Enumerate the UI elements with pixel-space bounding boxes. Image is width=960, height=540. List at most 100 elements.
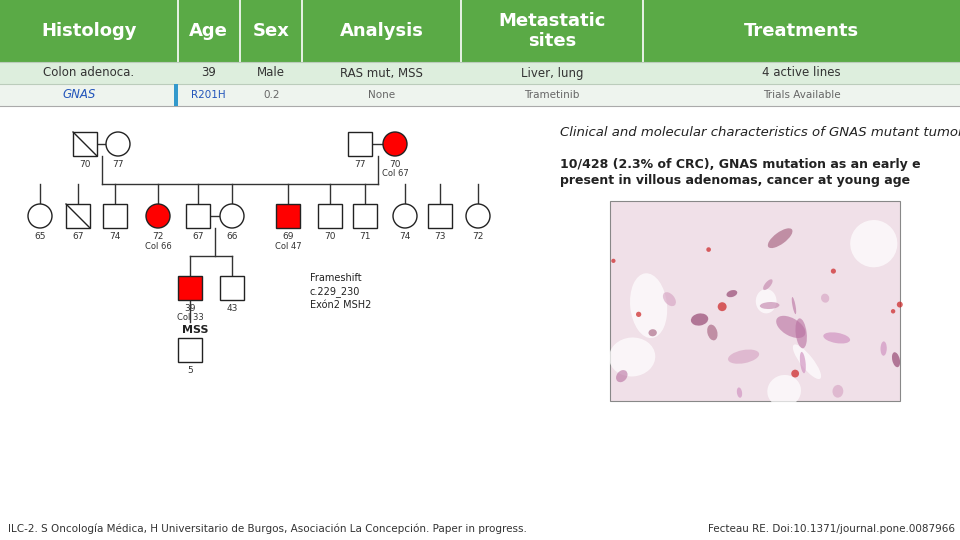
Circle shape [146, 204, 170, 228]
Circle shape [791, 370, 799, 377]
Ellipse shape [737, 387, 742, 398]
Text: Frameshift
c.229_230
Exón2 MSH2: Frameshift c.229_230 Exón2 MSH2 [310, 273, 372, 310]
Ellipse shape [609, 338, 656, 376]
Bar [318, 204, 342, 228]
Text: Trametinib: Trametinib [524, 90, 580, 100]
Bar [174, 84, 178, 106]
Text: Col 33: Col 33 [177, 313, 204, 322]
Text: Age: Age [189, 22, 228, 40]
Bar [353, 204, 377, 228]
Text: ILC-2. S Oncología Médica, H Universitario de Burgos, Asociación La Concepción. : ILC-2. S Oncología Médica, H Universitar… [8, 523, 527, 534]
Text: Colon adenoca.: Colon adenoca. [43, 66, 134, 79]
Bar [186, 204, 210, 228]
Text: 72: 72 [472, 232, 484, 241]
Text: GNAS: GNAS [62, 89, 95, 102]
Bar [643, 84, 960, 106]
Text: Col 47: Col 47 [275, 242, 301, 251]
Bar [178, 276, 202, 300]
Ellipse shape [892, 352, 900, 367]
Circle shape [466, 204, 490, 228]
Bar [276, 204, 300, 228]
Ellipse shape [767, 375, 801, 407]
Text: 73: 73 [434, 232, 445, 241]
Circle shape [28, 204, 52, 228]
Bar [240, 84, 302, 106]
Text: 43: 43 [227, 304, 238, 313]
Bar [0, 84, 178, 106]
Bar [178, 338, 202, 362]
Bar [610, 201, 900, 401]
Text: 67: 67 [72, 232, 84, 241]
Bar [0, 0, 178, 62]
Text: 10/428 (2.3% of CRC), GNAS mutation as an early e: 10/428 (2.3% of CRC), GNAS mutation as a… [560, 158, 921, 171]
Circle shape [636, 312, 641, 317]
Ellipse shape [851, 220, 898, 267]
Bar [461, 0, 643, 62]
Circle shape [830, 268, 836, 274]
Text: Metastatic
sites: Metastatic sites [498, 11, 606, 50]
Text: 0.2: 0.2 [263, 90, 279, 100]
Bar [461, 84, 643, 106]
Text: 70: 70 [324, 232, 336, 241]
Text: 65: 65 [35, 232, 46, 241]
Ellipse shape [796, 319, 807, 348]
Ellipse shape [832, 385, 843, 397]
Circle shape [707, 247, 711, 252]
Text: 39: 39 [184, 304, 196, 313]
Circle shape [106, 132, 130, 156]
Text: 77: 77 [112, 160, 124, 169]
Text: 67: 67 [192, 232, 204, 241]
Text: Liver, lung: Liver, lung [520, 66, 584, 79]
Text: Treatments: Treatments [744, 22, 859, 40]
Bar [73, 132, 97, 156]
Bar [302, 0, 461, 62]
Text: 77: 77 [354, 160, 366, 169]
Text: 71: 71 [359, 232, 371, 241]
Ellipse shape [824, 332, 851, 343]
Bar [240, 62, 302, 84]
Bar [178, 62, 240, 84]
Bar [643, 0, 960, 62]
Text: Col 67: Col 67 [382, 169, 408, 178]
Ellipse shape [708, 325, 717, 340]
Text: 72: 72 [153, 232, 164, 241]
Text: present in villous adenomas, cancer at young age: present in villous adenomas, cancer at y… [560, 174, 910, 187]
Text: None: None [368, 90, 396, 100]
Text: Male: Male [257, 66, 285, 79]
Ellipse shape [727, 290, 737, 297]
Text: Analysis: Analysis [340, 22, 423, 40]
Bar [178, 84, 240, 106]
Ellipse shape [616, 370, 628, 382]
Ellipse shape [663, 292, 676, 306]
Bar [103, 204, 127, 228]
Text: RAS mut, MSS: RAS mut, MSS [340, 66, 423, 79]
Text: Clinical and molecular characteristics of GNAS mutant tumors: Clinical and molecular characteristics o… [560, 126, 960, 139]
Circle shape [383, 132, 407, 156]
Ellipse shape [630, 273, 667, 338]
Ellipse shape [763, 279, 773, 290]
Text: 74: 74 [109, 232, 121, 241]
Bar [643, 62, 960, 84]
Bar [220, 276, 244, 300]
Ellipse shape [756, 289, 777, 313]
Bar [178, 0, 240, 62]
Text: 70: 70 [80, 160, 91, 169]
Text: Trials Available: Trials Available [763, 90, 840, 100]
Text: 69: 69 [282, 232, 294, 241]
Text: Fecteau RE. Doi:10.1371/journal.pone.0087966: Fecteau RE. Doi:10.1371/journal.pone.008… [708, 524, 955, 534]
Text: 4 active lines: 4 active lines [762, 66, 841, 79]
Circle shape [891, 309, 896, 314]
Bar [0, 62, 178, 84]
Ellipse shape [777, 316, 805, 338]
Circle shape [897, 301, 902, 308]
Ellipse shape [768, 228, 792, 248]
Ellipse shape [760, 302, 780, 309]
Text: 74: 74 [399, 232, 411, 241]
Text: 70: 70 [389, 160, 400, 169]
Ellipse shape [649, 329, 657, 336]
Circle shape [612, 259, 615, 263]
Ellipse shape [691, 313, 708, 326]
Text: 5: 5 [187, 366, 193, 375]
Text: R201H: R201H [191, 90, 227, 100]
Bar [240, 0, 302, 62]
